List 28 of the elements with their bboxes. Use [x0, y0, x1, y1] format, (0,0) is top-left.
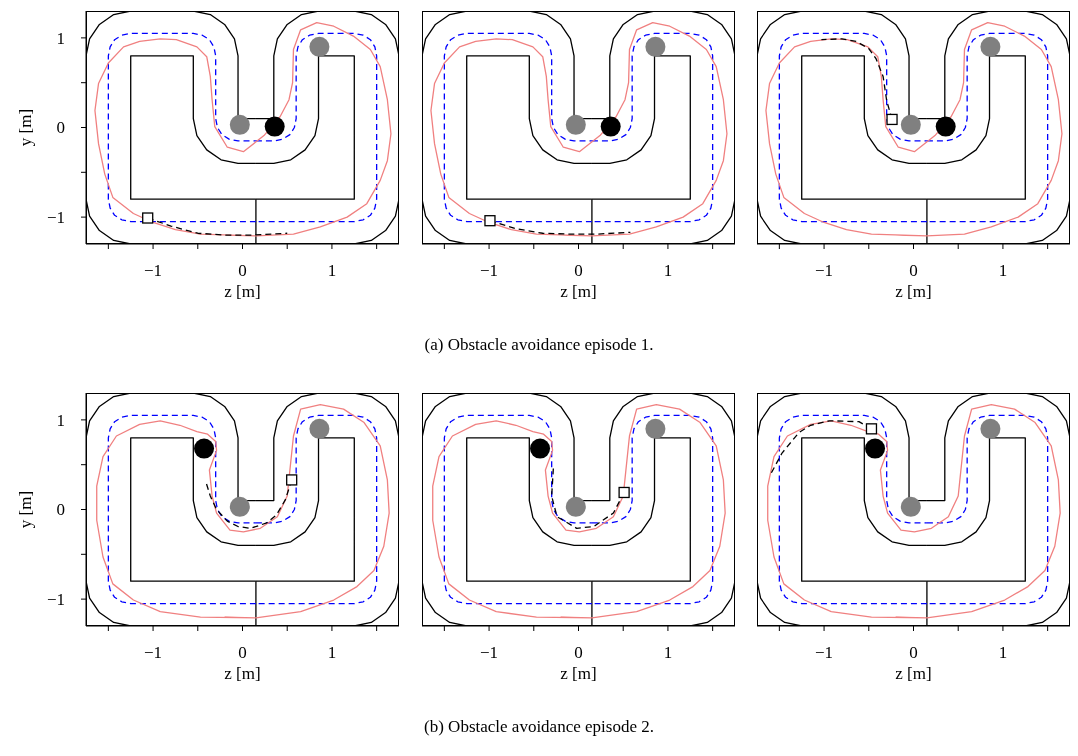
x-tick-label: −1	[815, 261, 834, 281]
y-tick-label: 0	[56, 500, 65, 520]
x-tick-label: 1	[998, 643, 1008, 663]
text: (b) Obstacle avoidance episode 2.	[423, 717, 655, 738]
x-axis-title: z [m]	[224, 664, 261, 684]
x-axis-title: z [m]	[559, 281, 597, 301]
x-axis-title: z [m]	[895, 664, 932, 684]
x-tick-label: 0	[573, 643, 583, 663]
x-tick-label: 1	[327, 643, 337, 663]
x-tick-label: 1	[663, 261, 672, 281]
y-tick-label: 1	[56, 28, 65, 48]
x-tick-label: 0	[909, 643, 918, 663]
y-axis-title: y [m]	[15, 491, 35, 529]
x-tick-label: 1	[998, 261, 1008, 281]
x-tick-label: −1	[479, 643, 498, 663]
y-tick-label: −1	[46, 590, 65, 610]
x-axis-title: z [m]	[559, 664, 597, 684]
x-tick-label: −1	[479, 261, 498, 281]
x-tick-label: 1	[327, 261, 337, 281]
text: (a) Obstacle avoidance episode 1.	[423, 335, 655, 355]
x-tick-label: 1	[663, 643, 672, 663]
x-tick-label: −1	[815, 643, 834, 663]
x-tick-label: 0	[573, 261, 583, 281]
x-tick-label: −1	[144, 643, 163, 663]
x-tick-label: 0	[909, 261, 918, 281]
y-tick-label: 1	[56, 410, 65, 430]
x-axis-title: z [m]	[895, 281, 932, 301]
x-tick-label: 0	[238, 643, 247, 663]
